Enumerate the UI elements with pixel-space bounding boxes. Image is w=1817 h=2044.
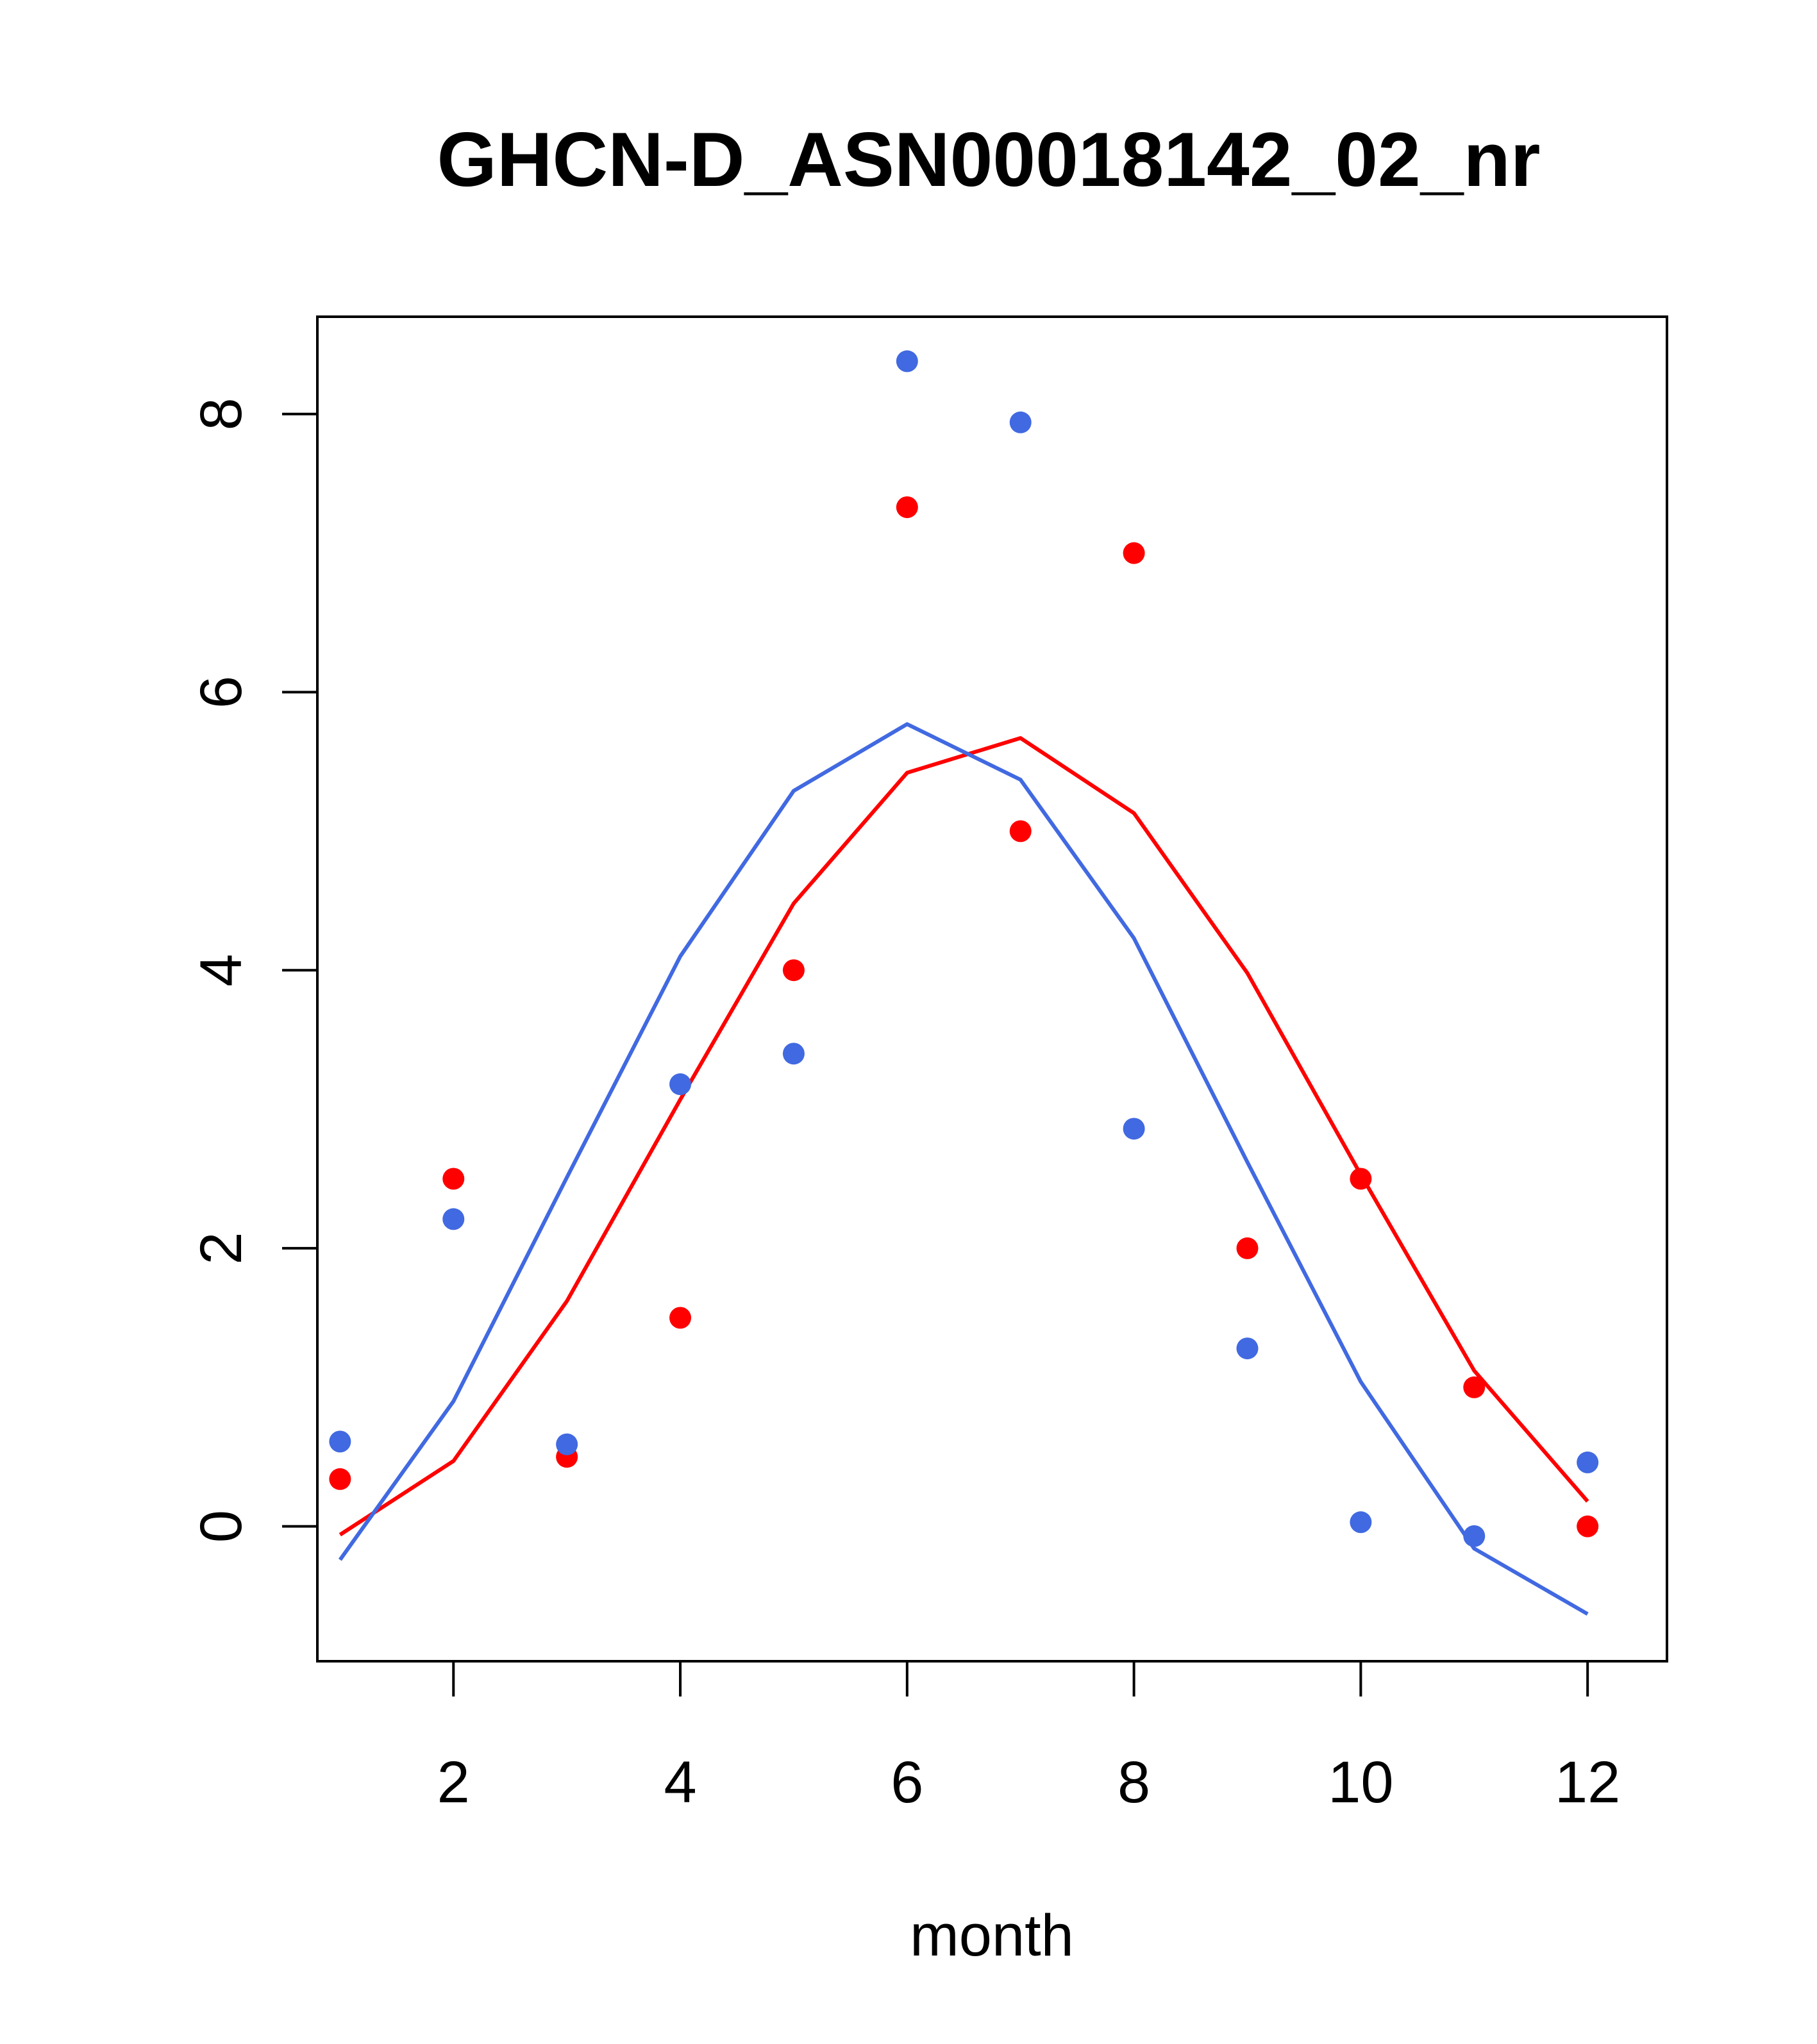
y-tick-label: 8 bbox=[188, 398, 254, 430]
x-tick-label: 8 bbox=[1118, 1750, 1150, 1815]
x-axis: 2 4 6 8 10 12 bbox=[437, 1660, 1620, 1815]
series-1-point bbox=[1236, 1237, 1259, 1259]
chart-title: GHCN-D_ASN00018142_02_nr bbox=[437, 117, 1541, 203]
series-1-point bbox=[1350, 1168, 1372, 1190]
series-2-point bbox=[1463, 1525, 1486, 1547]
series-2-point bbox=[1123, 1118, 1145, 1140]
plot-frame bbox=[316, 315, 1668, 1663]
y-tick-label: 4 bbox=[188, 954, 254, 987]
series-lines bbox=[338, 722, 1589, 1616]
x-axis-label: month bbox=[910, 1903, 1074, 1968]
x-tick-label: 10 bbox=[1328, 1750, 1393, 1815]
series-1-point bbox=[1463, 1376, 1486, 1398]
x-tick-label: 2 bbox=[437, 1750, 470, 1815]
series-1-line bbox=[339, 736, 1589, 1537]
y-tick-label: 2 bbox=[188, 1232, 254, 1264]
series-1-point bbox=[1577, 1515, 1599, 1537]
y-axis: 0 2 4 6 8 bbox=[188, 398, 319, 1543]
y-tick-label: 0 bbox=[188, 1510, 254, 1543]
series-2-point bbox=[1009, 411, 1032, 433]
series-2-point bbox=[669, 1073, 692, 1096]
series-2-point bbox=[896, 350, 918, 373]
series-2-point bbox=[442, 1208, 465, 1230]
x-tick-label: 4 bbox=[664, 1750, 696, 1815]
series-1-point bbox=[329, 1468, 351, 1490]
series-1-point bbox=[442, 1168, 465, 1190]
y-tick-label: 6 bbox=[188, 676, 254, 708]
series-1-point bbox=[896, 496, 918, 519]
series-2-point bbox=[782, 1043, 805, 1065]
series-2-point bbox=[1350, 1511, 1372, 1534]
x-tick-label: 6 bbox=[891, 1750, 923, 1815]
series-1-point bbox=[669, 1307, 692, 1329]
x-tick-label: 12 bbox=[1555, 1750, 1620, 1815]
series-2-point bbox=[329, 1430, 351, 1453]
series-2-point bbox=[1236, 1337, 1259, 1360]
series-1-point bbox=[1009, 820, 1032, 842]
series-2-point bbox=[556, 1433, 578, 1455]
series-points bbox=[329, 350, 1599, 1547]
series-2-line bbox=[338, 722, 1589, 1616]
series-2-point bbox=[1577, 1451, 1599, 1473]
series-1-point bbox=[1123, 542, 1145, 564]
series-1-point bbox=[782, 959, 805, 982]
